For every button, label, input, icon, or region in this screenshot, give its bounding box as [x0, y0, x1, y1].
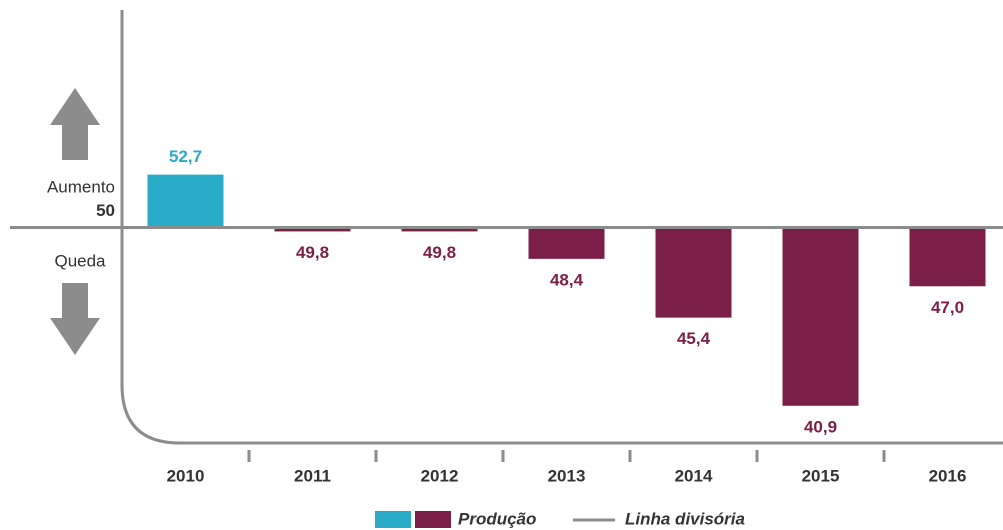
value-label: 52,7: [169, 147, 202, 166]
x-tick-label: 2015: [802, 466, 840, 485]
x-tick-label: 2010: [167, 466, 205, 485]
bar: [401, 227, 478, 232]
value-label: 49,8: [296, 243, 329, 262]
legend-label: Produção: [458, 509, 536, 528]
value-label: 47,0: [931, 298, 964, 317]
y-tick-label: 50: [96, 201, 115, 220]
x-tick-label: 2014: [675, 466, 713, 485]
bar: [782, 227, 859, 406]
value-label: 45,4: [677, 329, 711, 348]
x-tick-label: 2011: [294, 466, 331, 485]
axis-frame: [120, 10, 1003, 445]
bar: [909, 227, 986, 287]
up-arrow: [50, 88, 100, 160]
bar: [147, 174, 224, 228]
annotation: Queda: [54, 251, 106, 270]
bar: [655, 227, 732, 318]
value-label: 48,4: [550, 270, 584, 289]
annotation: Aumento: [47, 177, 115, 196]
bar: [528, 227, 605, 259]
bar: [274, 227, 351, 232]
down-arrow: [50, 283, 100, 355]
x-tick-label: 2013: [548, 466, 586, 485]
x-tick-label: 2016: [929, 466, 967, 485]
legend-swatch: [375, 511, 411, 528]
value-label: 40,9: [804, 417, 837, 436]
legend-label: Linha divisória: [625, 509, 745, 528]
x-tick-label: 2012: [421, 466, 459, 485]
legend-swatch: [415, 511, 451, 528]
value-label: 49,8: [423, 243, 456, 262]
